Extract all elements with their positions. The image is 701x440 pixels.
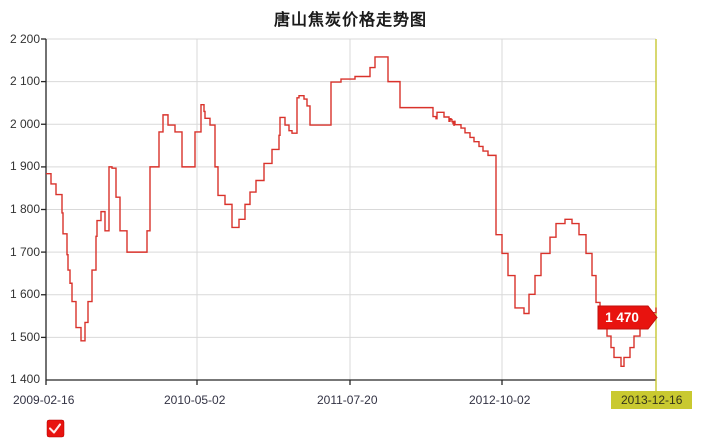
svg-text:1 470: 1 470 (605, 310, 639, 325)
